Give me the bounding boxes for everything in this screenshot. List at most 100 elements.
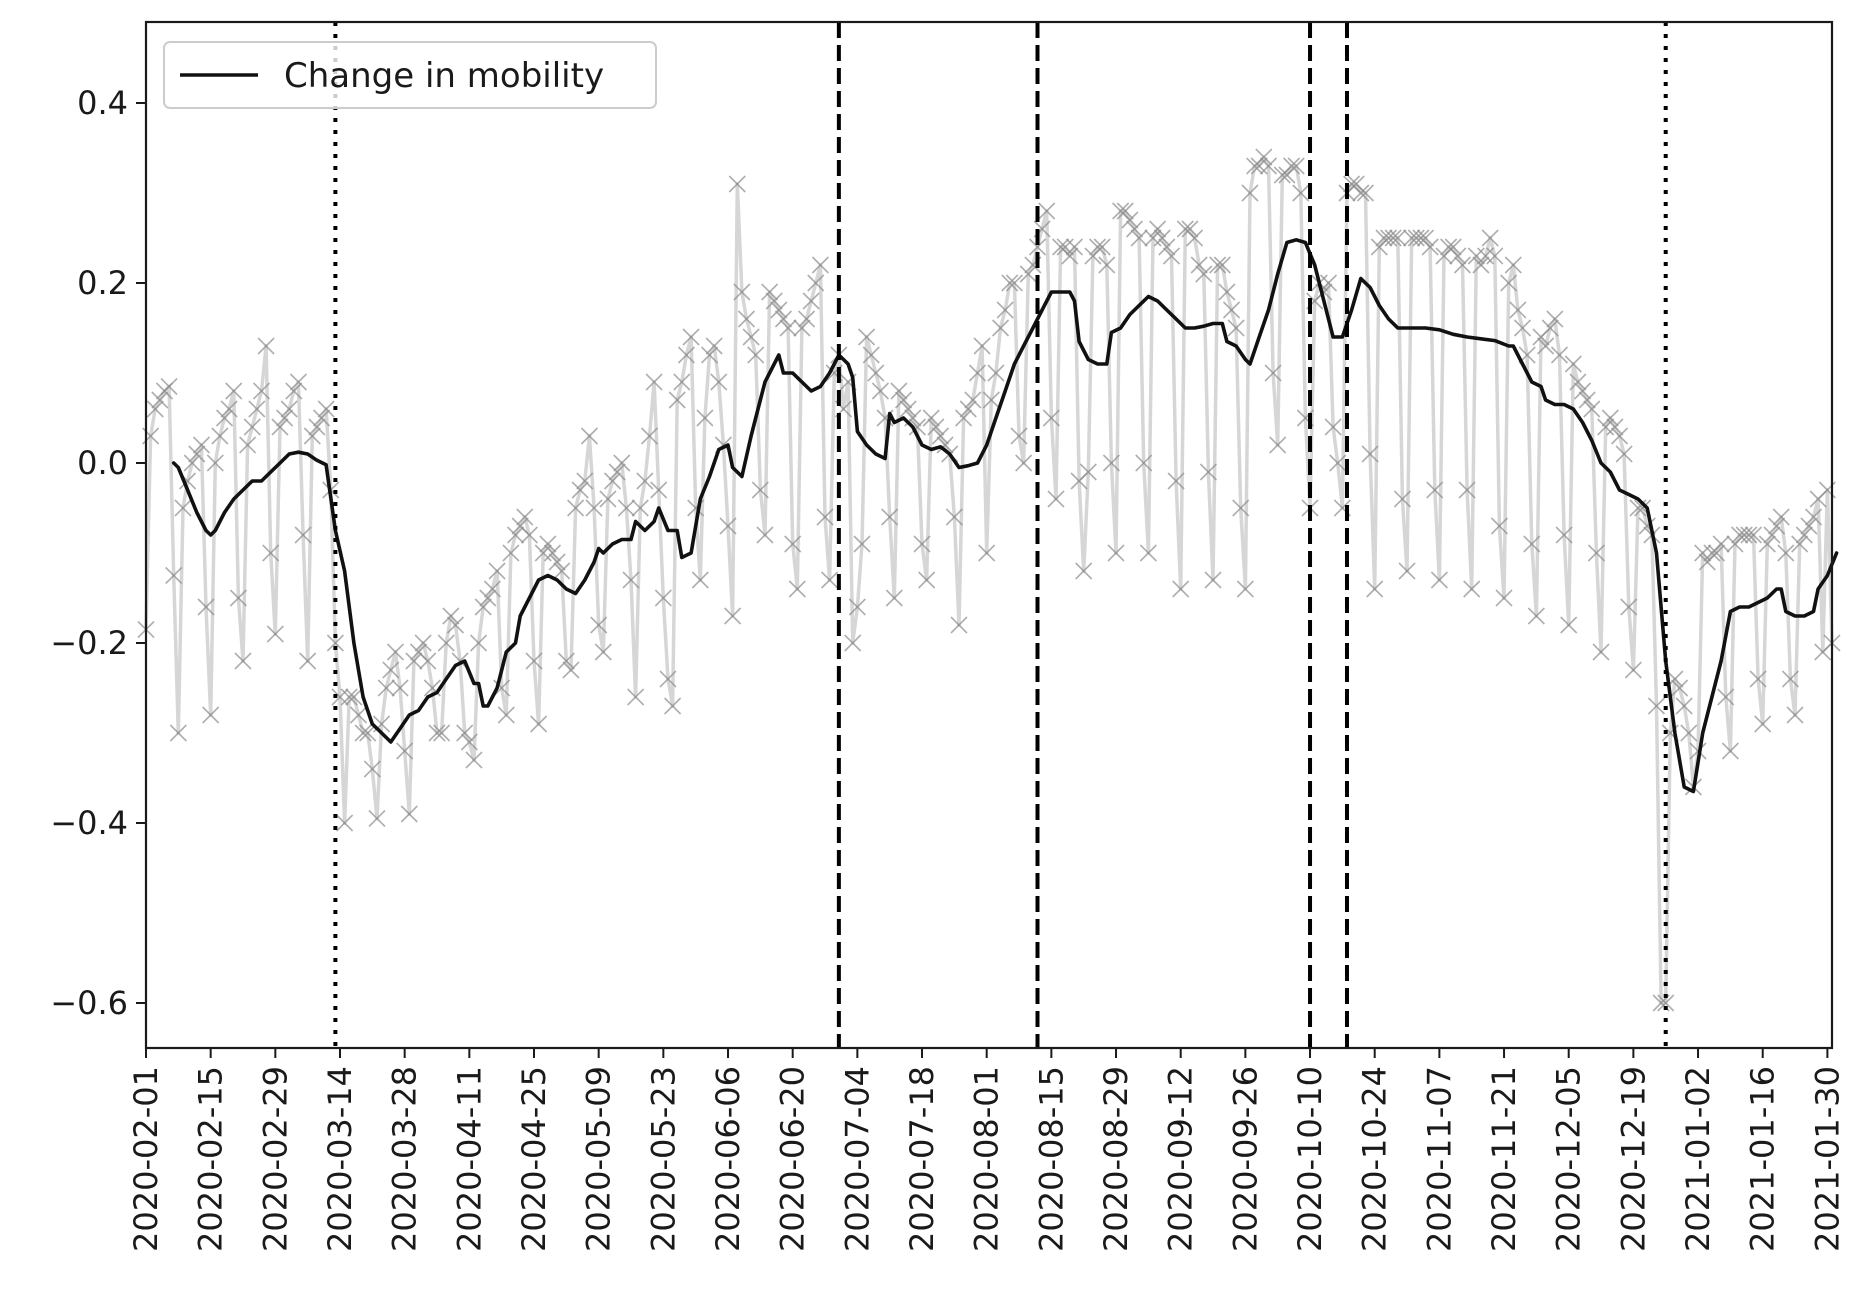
x-tick-label: 2020-04-11 (450, 1066, 488, 1252)
daily-value-marker (262, 544, 280, 562)
daily-value-marker (973, 337, 991, 355)
daily-value-marker (1444, 238, 1462, 256)
daily-value-marker (1042, 409, 1060, 427)
daily-value-marker (1416, 229, 1435, 247)
daily-value-marker (567, 499, 585, 517)
daily-value-marker (1015, 454, 1033, 472)
daily-value-marker (1209, 256, 1227, 274)
daily-value-marker (562, 661, 580, 679)
daily-value-marker (737, 310, 756, 328)
x-tick-label: 2020-12-05 (1550, 1066, 1588, 1252)
daily-value-marker (146, 400, 164, 418)
daily-value-marker (1735, 526, 1753, 544)
daily-value-marker (1777, 544, 1795, 562)
daily-value-marker (862, 346, 880, 364)
daily-value-marker (1199, 463, 1217, 481)
daily-value-marker (811, 256, 829, 274)
daily-value-marker (1758, 535, 1776, 553)
daily-value-marker (437, 634, 455, 652)
daily-value-marker (881, 508, 899, 526)
daily-value-marker (1426, 481, 1444, 499)
daily-value-marker (1754, 715, 1772, 733)
y-tick-label: 0.2 (77, 264, 128, 302)
daily-value-marker (1486, 247, 1504, 265)
daily-value-marker (603, 472, 622, 490)
x-tick-label: 2020-10-24 (1356, 1066, 1394, 1252)
daily-value-marker (1172, 580, 1190, 598)
daily-value-marker (1587, 544, 1605, 562)
daily-value-marker (1707, 544, 1726, 562)
daily-value-marker (280, 400, 298, 418)
event-lines (333, 22, 1668, 1048)
daily-value-marker (580, 427, 599, 445)
daily-value-marker (668, 391, 686, 409)
daily-value-marker (1241, 184, 1259, 202)
daily-value-marker (1546, 310, 1564, 328)
daily-value-marker (1056, 238, 1074, 256)
daily-value-marker (1495, 589, 1513, 607)
daily-value-marker (982, 391, 1000, 409)
daily-value-marker (326, 634, 344, 652)
daily-value-marker (1712, 535, 1730, 553)
daily-value-marker (456, 724, 474, 742)
daily-value-marker (252, 382, 271, 400)
daily-value-marker (1218, 283, 1236, 301)
x-tick-label: 2020-08-29 (1097, 1066, 1135, 1252)
daily-value-marker (470, 634, 488, 652)
daily-value-marker (1190, 256, 1208, 274)
daily-value-marker (908, 418, 926, 436)
daily-value-marker (945, 508, 963, 526)
daily-value-marker (1573, 382, 1592, 400)
daily-value-marker (1038, 202, 1056, 220)
daily-value-marker (211, 427, 229, 445)
daily-value-marker (257, 337, 275, 355)
daily-value-marker (220, 400, 238, 418)
daily-value-marker (382, 661, 400, 679)
daily-value-marker (1560, 616, 1578, 634)
x-tick-label: 2020-09-26 (1226, 1066, 1264, 1252)
daily-value-marker (931, 427, 950, 445)
daily-value-marker (1361, 445, 1379, 463)
daily-value-marker (677, 346, 696, 364)
daily-value-marker (363, 760, 381, 778)
daily-value-marker (1319, 274, 1338, 292)
x-tick-label: 2021-01-02 (1679, 1066, 1717, 1252)
daily-value-marker (1195, 265, 1213, 283)
daily-value-marker (1458, 481, 1476, 499)
daily-value-marker (1352, 184, 1370, 202)
daily-value-marker (266, 625, 284, 643)
daily-value-marker (622, 571, 640, 589)
daily-value-marker (188, 445, 206, 463)
x-tick-label: 2020-02-15 (192, 1066, 230, 1252)
daily-value-marker (1624, 661, 1642, 679)
daily-value-marker (1047, 490, 1065, 508)
daily-value-marker (1781, 670, 1799, 688)
daily-value-marker (1079, 463, 1097, 481)
daily-value-marker (229, 589, 247, 607)
daily-value-marker (742, 328, 760, 346)
daily-value-marker (1324, 418, 1342, 436)
daily-value-marker (1088, 238, 1107, 256)
daily-value-marker (1236, 580, 1254, 598)
daily-value-marker (1125, 220, 1144, 238)
daily-value-marker (1647, 697, 1666, 715)
daily-value-marker (733, 283, 751, 301)
daily-value-marker (294, 526, 312, 544)
daily-value-marker (1550, 346, 1569, 364)
daily-value-marker (446, 616, 465, 634)
daily-value-marker (673, 373, 691, 391)
daily-value-marker (1162, 247, 1181, 265)
daily-value-marker (368, 809, 386, 828)
daily-value-marker (627, 688, 645, 706)
daily-value-marker (243, 418, 261, 436)
daily-value-marker (1615, 445, 1633, 463)
daily-value-marker (959, 400, 977, 418)
x-tick-label: 2020-11-21 (1485, 1066, 1523, 1252)
daily-value-marker (1731, 526, 1749, 544)
daily-value-marker (479, 589, 497, 607)
daily-value-marker (968, 364, 987, 382)
daily-value-marker (821, 571, 839, 589)
daily-value-marker (400, 805, 418, 823)
daily-value-marker (285, 382, 303, 400)
daily-value-marker (858, 328, 876, 346)
